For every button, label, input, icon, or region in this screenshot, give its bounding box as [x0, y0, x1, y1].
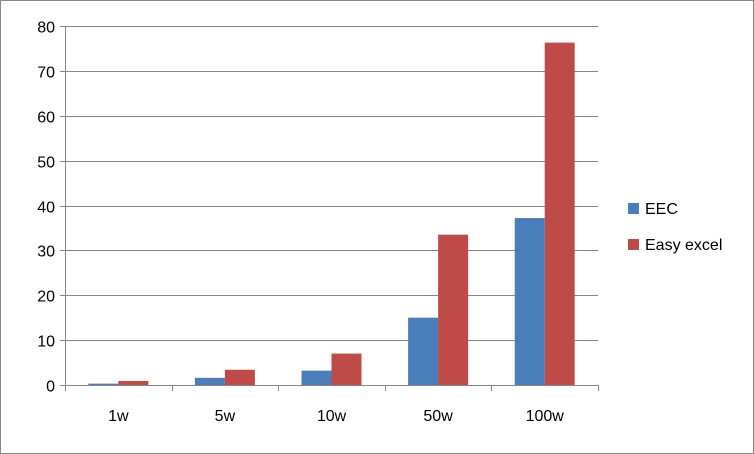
- legend-swatch-easy-excel: [628, 239, 639, 250]
- axes: [60, 26, 599, 391]
- y-tick-label: 10: [37, 334, 55, 351]
- y-tick-label: 0: [46, 379, 55, 396]
- y-tick-label: 80: [37, 20, 55, 37]
- bar-easy-excel-5w: [224, 369, 255, 385]
- y-tick-label: 70: [37, 65, 55, 82]
- y-tick-labels: 0 10 20 30 40 50 60 70 80: [37, 20, 55, 396]
- bar-easy-excel-100w: [544, 42, 575, 385]
- legend-label-easy-excel: Easy excel: [645, 237, 722, 254]
- x-tick-label: 50w: [423, 408, 453, 425]
- y-tick-label: 50: [37, 155, 55, 172]
- bar-eec-10w: [301, 370, 332, 385]
- legend-label-eec: EEC: [645, 201, 678, 218]
- x-tick-label: 1w: [108, 408, 129, 425]
- x-tick-label: 100w: [526, 408, 565, 425]
- x-tick-label: 5w: [215, 408, 236, 425]
- bar-easy-excel-1w: [118, 380, 149, 385]
- y-tick-label: 60: [37, 110, 55, 127]
- bar-easy-excel-10w: [331, 353, 362, 385]
- y-tick-label: 40: [37, 200, 55, 217]
- x-tick-labels: 1w 5w 10w 50w 100w: [108, 408, 564, 425]
- x-tick-label: 10w: [317, 408, 347, 425]
- bar-eec-100w: [514, 218, 545, 385]
- bar-eec-1w: [88, 383, 119, 385]
- legend-swatch-eec: [628, 203, 639, 214]
- bar-eec-5w: [194, 377, 225, 385]
- bars: [88, 42, 575, 385]
- gridlines: [65, 26, 598, 341]
- bar-easy-excel-50w: [438, 234, 469, 385]
- bar-eec-50w: [408, 317, 439, 385]
- legend: EEC Easy excel: [628, 201, 722, 254]
- y-tick-label: 20: [37, 289, 55, 306]
- y-tick-label: 30: [37, 244, 55, 261]
